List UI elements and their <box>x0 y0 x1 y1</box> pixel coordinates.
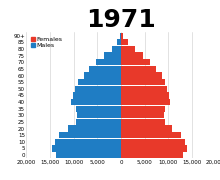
Legend: Females, Males: Females, Males <box>29 35 64 50</box>
Bar <box>56 152 121 158</box>
Bar <box>121 132 181 138</box>
Bar <box>55 139 121 145</box>
Bar <box>121 105 165 112</box>
Bar <box>121 112 164 118</box>
Bar <box>89 66 121 72</box>
Bar <box>121 86 167 92</box>
Bar <box>121 39 128 46</box>
Bar <box>121 99 170 105</box>
Bar <box>121 119 165 125</box>
Bar <box>96 59 121 65</box>
Bar <box>121 79 165 85</box>
Bar <box>75 86 121 92</box>
Bar <box>121 52 143 59</box>
Bar <box>79 79 121 85</box>
Bar <box>73 92 121 99</box>
Bar <box>117 39 121 46</box>
Bar <box>121 125 172 132</box>
Bar <box>121 139 185 145</box>
Bar <box>52 145 121 152</box>
Bar <box>121 59 150 65</box>
Bar <box>121 33 123 39</box>
Bar <box>121 46 135 52</box>
Bar <box>104 52 121 59</box>
Bar <box>121 152 183 158</box>
Bar <box>121 66 156 72</box>
Bar <box>59 132 121 138</box>
Bar <box>112 46 121 52</box>
Title: 1971: 1971 <box>86 8 156 32</box>
Bar <box>121 145 187 152</box>
Bar <box>121 92 169 99</box>
Bar <box>84 72 121 79</box>
Bar <box>121 72 162 79</box>
Bar <box>76 105 121 112</box>
Bar <box>120 33 121 39</box>
Bar <box>71 99 121 105</box>
Bar <box>77 112 121 118</box>
Bar <box>76 119 121 125</box>
Bar <box>68 125 121 132</box>
